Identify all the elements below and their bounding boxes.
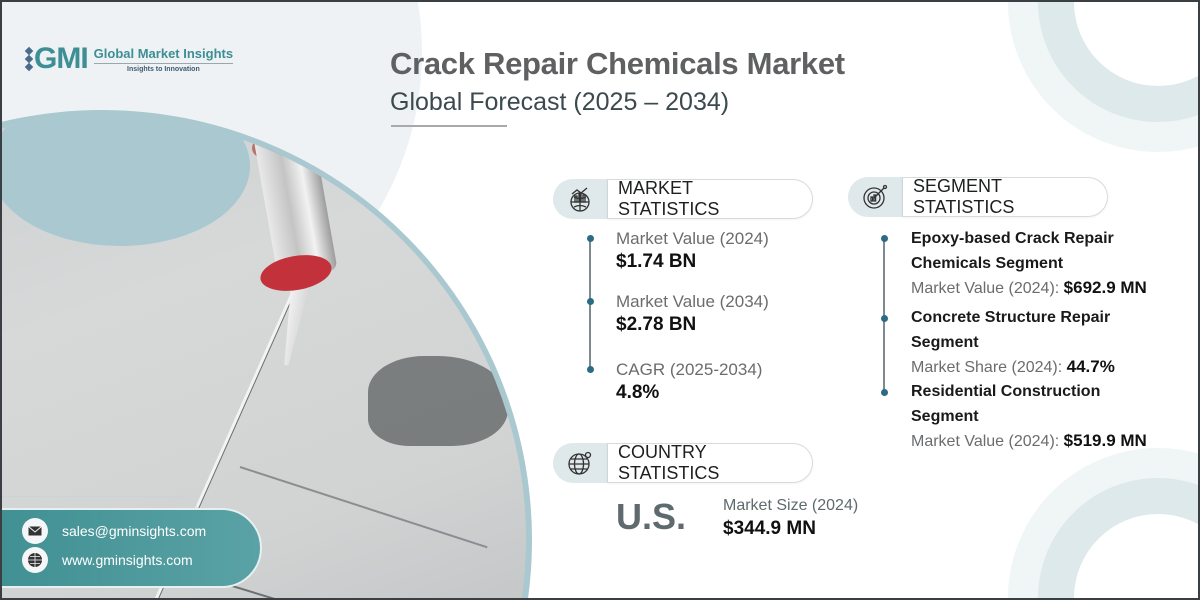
contact-panel: sales@gminsights.com www.gminsights.com [2,508,262,588]
timeline-dot [881,315,888,322]
title-divider [391,125,507,127]
globe-pin-icon [553,443,607,483]
logo-mark: GMI [24,42,89,76]
target-chart-icon [848,177,902,217]
logo-diamonds-icon [24,46,34,72]
market-statistics-label: MARKET STATISTICS [607,178,813,219]
page-subtitle: Global Forecast (2025 – 2034) [390,88,730,116]
country-stat-item: Market Size (2024) $344.9 MN [723,497,859,539]
market-stat-item: Market Value (2034) $2.78 BN [616,292,769,335]
timeline-dot [587,298,594,305]
country-code: U.S. [616,496,687,537]
segment-stat-item: Residential Construction Segment Market … [911,383,1147,450]
globe-chart-icon [553,179,607,219]
market-stat-item: CAGR (2025-2034) 4.8% [616,360,763,403]
timeline-dot [881,235,888,242]
website-link[interactable]: www.gminsights.com [22,547,193,573]
segment-stat-item: Epoxy-based Crack Repair Chemicals Segme… [911,230,1147,297]
market-stat-item: Market Value (2024) $1.74 BN [616,229,769,272]
country-statistics-label: COUNTRY STATISTICS [607,442,813,483]
segment-statistics-header: SEGMENT STATISTICS [848,176,1108,217]
timeline-dot [881,389,888,396]
country-statistics-header: COUNTRY STATISTICS [553,442,813,483]
page-title: Crack Repair Chemicals Market [390,46,845,81]
segment-stat-item: Concrete Structure Repair Segment Market… [911,309,1115,376]
email-link[interactable]: sales@gminsights.com [22,518,206,544]
brand-name: Global Market Insights [93,46,234,64]
timeline-dot [587,366,594,373]
segment-timeline [883,238,885,390]
envelope-icon [22,518,48,544]
timeline-dot [587,235,594,242]
brand-tagline: Insights to Innovation [127,65,200,73]
globe-icon [22,547,48,573]
gmi-logo[interactable]: GMI Global Market Insights Insights to I… [24,42,234,76]
segment-statistics-label: SEGMENT STATISTICS [902,176,1108,217]
market-statistics-header: MARKET STATISTICS [553,178,813,219]
